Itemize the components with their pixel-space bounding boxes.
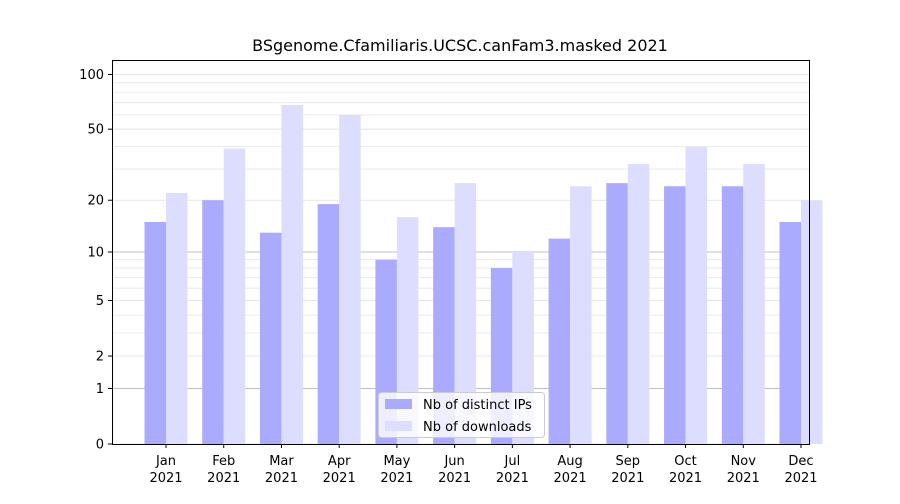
x-tick-label-year: 2021	[323, 471, 356, 486]
x-tick-label-month: Jul	[504, 454, 521, 469]
bar-downloads-apr	[339, 114, 361, 444]
bar-downloads-aug	[570, 186, 592, 444]
plot-frame	[112, 60, 810, 445]
bar-downloads-dec	[801, 200, 823, 444]
bar-distinct-ips-apr	[317, 204, 340, 444]
legend-box	[378, 392, 545, 438]
x-tick-label-year: 2021	[207, 471, 240, 486]
bar-distinct-ips-jun	[433, 227, 455, 444]
y-tick-label: 50	[87, 123, 104, 138]
legend-label-downloads: Nb of downloads	[423, 420, 532, 435]
bar-distinct-ips-jan	[144, 221, 166, 444]
x-axis: Jan 2021 Feb 2021 Mar 2021 Apr 2021 May 2021 Jun 20…	[149, 444, 818, 486]
x-tick-label-month: May	[383, 454, 410, 469]
x-tick-label-year: 2021	[496, 471, 529, 486]
bar-downloads-oct	[685, 146, 708, 444]
legend-label-distinct-ips: Nb of distinct IPs	[423, 398, 532, 413]
y-tick-label: 100	[79, 68, 104, 83]
x-tick-label-month: Sep	[616, 454, 641, 469]
bar-distinct-ips-nov	[721, 186, 744, 444]
x-tick-label-year: 2021	[727, 471, 760, 486]
x-tick-label-year: 2021	[784, 471, 817, 486]
bar-distinct-ips-mar	[259, 232, 282, 444]
x-tick-label-year: 2021	[265, 471, 298, 486]
chart-title: BSgenome.Cfamiliaris.UCSC.canFam3.masked…	[252, 36, 668, 55]
bar-downloads-sep	[627, 164, 650, 444]
y-tick-label: 20	[87, 194, 104, 209]
y-tick-label: 5	[96, 294, 104, 309]
x-tick-label-month: Mar	[269, 454, 294, 469]
legend-swatch-distinct-ips	[385, 399, 412, 409]
x-tick-label-month: Jan	[155, 454, 176, 469]
legend-swatch-downloads	[385, 421, 412, 431]
x-tick-label-month: Nov	[731, 454, 757, 469]
x-tick-label-month: Feb	[212, 454, 235, 469]
x-tick-label-month: Dec	[788, 454, 813, 469]
bar-distinct-ips-dec	[779, 221, 801, 444]
y-tick-label: 10	[87, 246, 104, 261]
x-tick-label-year: 2021	[669, 471, 702, 486]
bar-distinct-ips-oct	[664, 186, 686, 444]
bar-downloads-feb	[223, 148, 246, 444]
bar-distinct-ips-aug	[548, 238, 571, 444]
bar-downloads-may	[396, 217, 419, 444]
y-axis: 0 1 2 5 10 20 50 100	[79, 68, 112, 453]
bar-downloads-mar	[281, 104, 303, 444]
x-tick-label-month: Aug	[557, 454, 582, 469]
bar-downloads-jan	[166, 192, 188, 444]
x-tick-label-year: 2021	[380, 471, 413, 486]
bar-downloads-nov	[743, 164, 765, 444]
y-tick-label: 2	[96, 350, 104, 365]
y-tick-label: 1	[96, 382, 104, 397]
x-tick-label-year: 2021	[438, 471, 471, 486]
x-tick-label-year: 2021	[149, 471, 182, 486]
bar-distinct-ips-feb	[202, 200, 224, 444]
legend: Nb of distinct IPs Nb of downloads	[378, 392, 545, 438]
bar-downloads-jun	[454, 183, 477, 445]
y-tick-label: 0	[96, 438, 104, 453]
x-tick-label-month: Oct	[674, 454, 696, 469]
bar-distinct-ips-sep	[606, 183, 628, 445]
x-tick-label-year: 2021	[554, 471, 587, 486]
x-tick-label-month: Jun	[443, 454, 464, 469]
bars-layer	[144, 104, 823, 445]
x-tick-label-month: Apr	[328, 454, 351, 469]
x-tick-label-year: 2021	[611, 471, 644, 486]
